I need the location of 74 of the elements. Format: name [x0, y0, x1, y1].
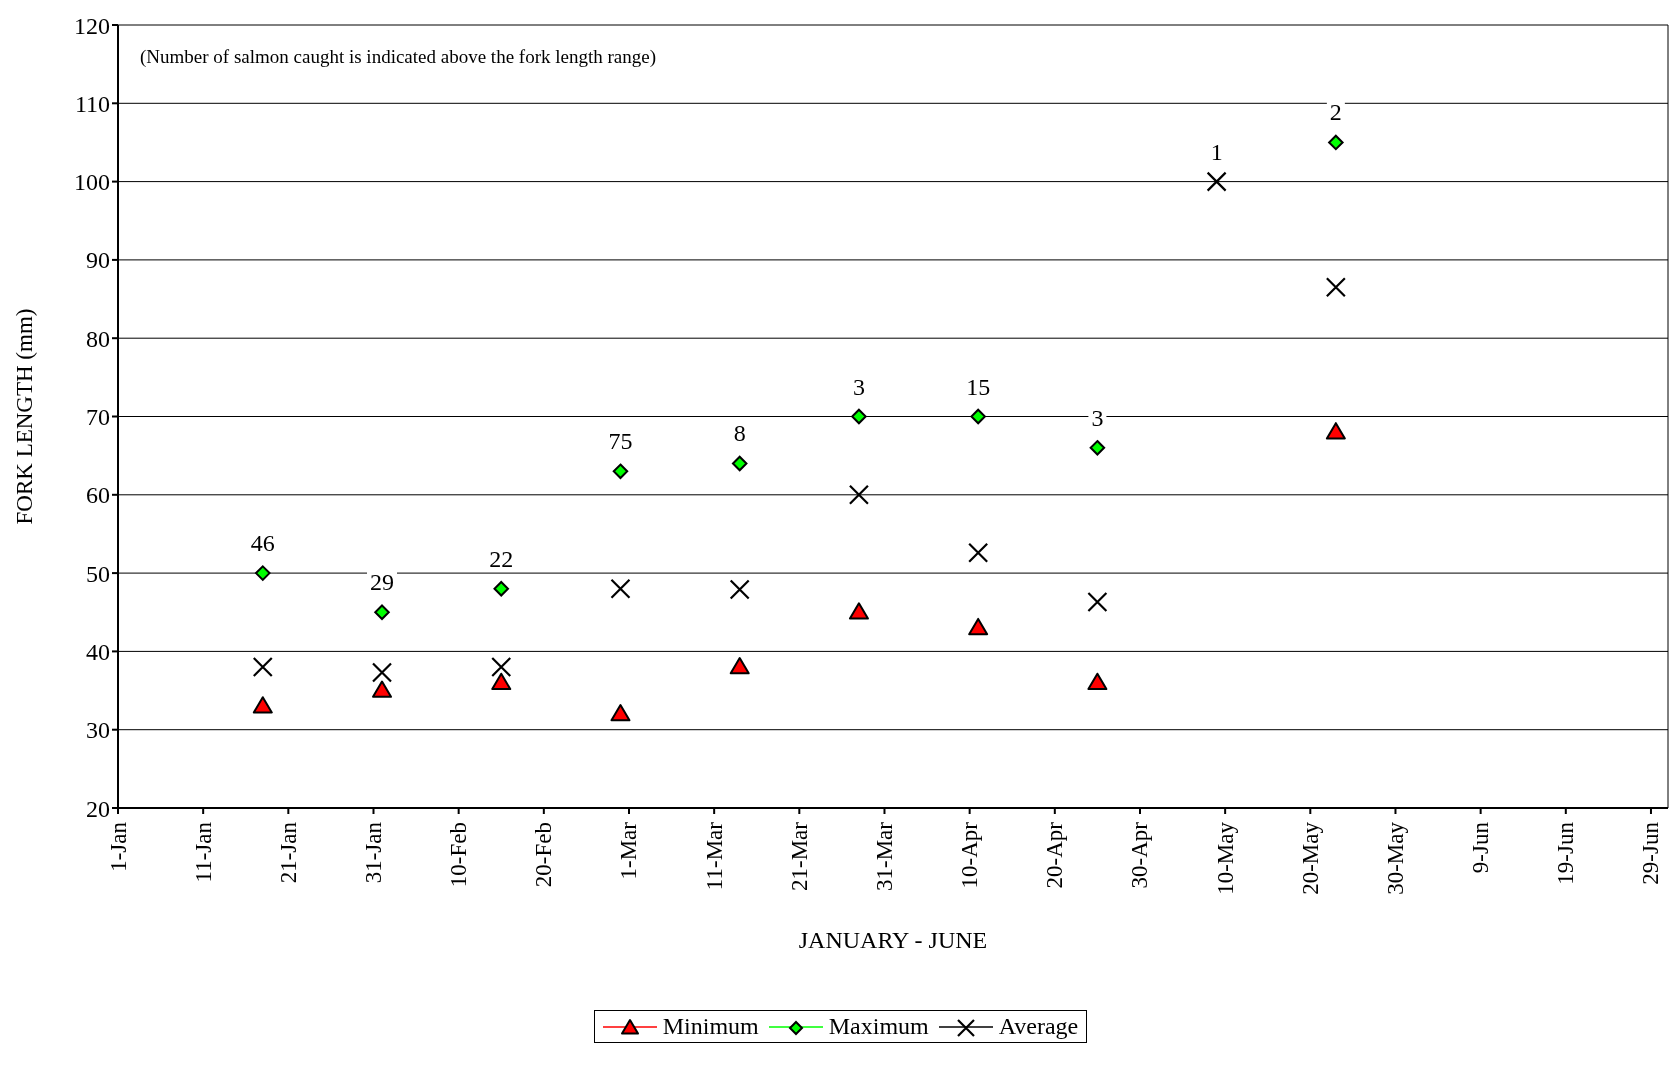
- annotation: 46: [250, 530, 275, 557]
- y-tick-label: 120: [74, 12, 110, 39]
- x-tick-label: 1-Mar: [616, 821, 642, 880]
- point: [1087, 672, 1108, 691]
- x-tick-label: 21-Jan: [275, 821, 301, 884]
- annotation: 3: [1091, 404, 1104, 431]
- annotation: 8: [733, 420, 746, 447]
- legend-label: Maximum: [828, 1013, 929, 1040]
- y-tick-label: 100: [74, 169, 110, 196]
- x-tick-label: 10-Apr: [957, 821, 983, 889]
- x-tick-label: 30-May: [1382, 821, 1408, 895]
- y-tick-label: 50: [86, 560, 110, 587]
- annotation: (Number of salmon caught is indicated above the fork length range): [140, 46, 656, 68]
- x-tick-label: 29-Jun: [1638, 821, 1664, 885]
- point: [729, 579, 750, 600]
- point: [374, 604, 390, 620]
- point: [1325, 422, 1346, 440]
- point: [491, 672, 512, 691]
- y-tick-label: 110: [74, 90, 110, 117]
- x-tick-label: 20-May: [1297, 821, 1323, 895]
- point: [848, 602, 869, 620]
- y-axis-title: FORK LENGTH (mm): [12, 308, 38, 525]
- y-tick-label: 70: [86, 404, 110, 431]
- legend-label: Minimum: [662, 1013, 759, 1040]
- x-tick-label: 31-Mar: [871, 821, 897, 891]
- point: [252, 656, 273, 678]
- x-tick-label: 31-Jan: [360, 821, 386, 884]
- point: [255, 565, 271, 581]
- point: [252, 696, 273, 714]
- point: [372, 680, 393, 698]
- legend-label: Average: [998, 1013, 1079, 1040]
- annotation: 3: [852, 373, 865, 400]
- point: [491, 656, 512, 678]
- point: [610, 704, 631, 722]
- annotation: 22: [489, 545, 514, 572]
- x-tick-label: 10-Feb: [446, 822, 472, 888]
- x-tick-label: 19-Jun: [1553, 821, 1579, 885]
- point: [371, 662, 393, 683]
- x-tick-label: 11-Mar: [701, 821, 727, 891]
- point: [968, 542, 989, 563]
- x-tick-label: 20-Feb: [531, 822, 557, 888]
- y-tick-label: 90: [86, 247, 110, 274]
- annotation: 29: [370, 569, 395, 596]
- y-tick-label: 20: [86, 795, 110, 822]
- point: [493, 581, 509, 597]
- x-tick-label: 30-Apr: [1127, 821, 1153, 889]
- point: [729, 657, 750, 675]
- x-tick-label: 21-Mar: [786, 821, 812, 891]
- point: [851, 408, 867, 425]
- point: [848, 484, 870, 505]
- y-tick-label: 80: [86, 325, 110, 352]
- x-tick-label: 11-Jan: [190, 821, 216, 883]
- y-tick-label: 60: [86, 482, 110, 509]
- x-tick-label: 9-Jun: [1468, 821, 1494, 874]
- point: [612, 463, 629, 480]
- x-axis-title: JANUARY - JUNE: [798, 927, 988, 953]
- annotation: 15: [966, 373, 991, 400]
- y-tick-label: 40: [86, 638, 110, 665]
- point: [1089, 440, 1106, 456]
- point: [731, 455, 748, 472]
- annotation: 75: [608, 428, 633, 455]
- x-tick-label: 20-Apr: [1042, 821, 1068, 889]
- point: [1087, 591, 1108, 613]
- y-tick-label: 30: [86, 717, 110, 744]
- point: [970, 408, 986, 425]
- point: [1325, 277, 1346, 298]
- annotation: 1: [1210, 138, 1223, 165]
- point: [968, 617, 989, 636]
- point: [1328, 134, 1344, 151]
- annotation: 2: [1329, 99, 1342, 126]
- point: [610, 578, 631, 599]
- x-tick-label: 10-May: [1212, 821, 1238, 895]
- x-tick-label: 1-Jan: [105, 821, 131, 872]
- point: [1206, 171, 1227, 192]
